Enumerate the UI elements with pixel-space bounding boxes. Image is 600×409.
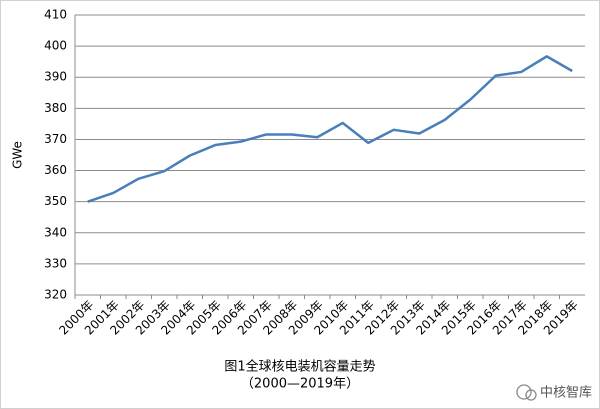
- y-tick-label: 400: [44, 39, 67, 53]
- y-tick-label: 380: [44, 101, 67, 115]
- watermark-icon: [516, 384, 537, 401]
- y-tick-label: 390: [44, 70, 67, 84]
- y-tick-label: 350: [44, 194, 67, 208]
- watermark: 中核智库: [540, 385, 592, 401]
- y-tick-label: 370: [44, 132, 67, 146]
- chart-title: 图1全球核电装机容量走势: [224, 359, 375, 375]
- y-tick-label: 340: [44, 225, 67, 239]
- y-axis-label: GWe: [11, 141, 25, 169]
- y-tick-label: 410: [44, 8, 67, 22]
- y-tick-label: 320: [44, 288, 67, 302]
- data-line: [87, 55, 573, 203]
- chart-subtitle: （2000—2019年）: [241, 377, 359, 392]
- y-tick-label: 330: [44, 256, 67, 270]
- y-tick-label: 360: [44, 163, 67, 177]
